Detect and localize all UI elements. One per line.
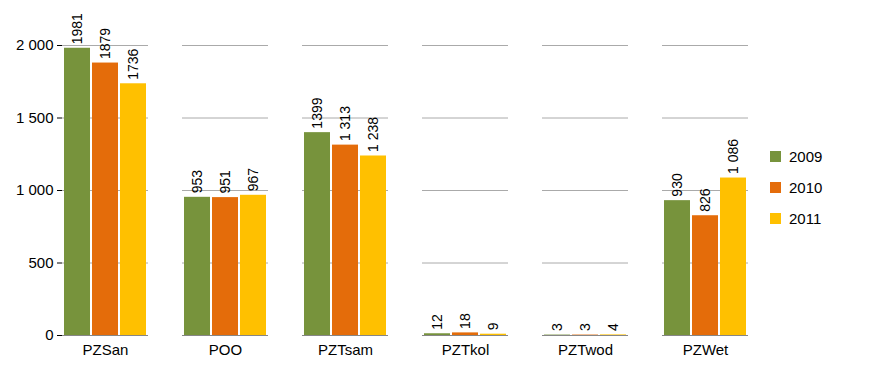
svg-text:1879: 1879 bbox=[97, 28, 113, 59]
svg-text:1 313: 1 313 bbox=[337, 106, 353, 141]
svg-text:930: 930 bbox=[669, 173, 685, 197]
svg-text:500: 500 bbox=[28, 254, 53, 271]
html-text:2010: 2010 bbox=[789, 179, 823, 196]
svg-text:951: 951 bbox=[217, 170, 233, 194]
svg-text:826: 826 bbox=[697, 188, 713, 212]
svg-text:PZTsam: PZTsam bbox=[318, 341, 373, 358]
svg-text:PZSan: PZSan bbox=[83, 341, 129, 358]
svg-text:1399: 1399 bbox=[309, 97, 325, 128]
svg-text:PZTwod: PZTwod bbox=[558, 341, 613, 358]
svg-text:0: 0 bbox=[45, 326, 53, 343]
svg-text:12: 12 bbox=[429, 314, 445, 330]
svg-text:3: 3 bbox=[549, 323, 565, 331]
html-text:2011: 2011 bbox=[789, 210, 822, 227]
html-text:2009: 2009 bbox=[789, 148, 823, 165]
svg-text:1 238: 1 238 bbox=[365, 117, 381, 152]
svg-text:PZWet: PZWet bbox=[683, 341, 729, 358]
svg-text:1736: 1736 bbox=[125, 48, 141, 79]
svg-text:1 500: 1 500 bbox=[16, 109, 54, 126]
svg-text:4: 4 bbox=[605, 323, 621, 331]
svg-text:2 000: 2 000 bbox=[16, 36, 54, 53]
svg-text:1 000: 1 000 bbox=[16, 181, 54, 198]
svg-text:1 086: 1 086 bbox=[725, 139, 741, 174]
svg-text:PZTkol: PZTkol bbox=[442, 341, 490, 358]
svg-text:18: 18 bbox=[457, 313, 473, 329]
svg-text:953: 953 bbox=[189, 170, 205, 194]
svg-text:967: 967 bbox=[245, 168, 261, 192]
svg-text:9: 9 bbox=[485, 322, 501, 330]
svg-text:3: 3 bbox=[577, 323, 593, 331]
svg-text:1981: 1981 bbox=[69, 13, 85, 44]
svg-text:POO: POO bbox=[209, 341, 242, 358]
